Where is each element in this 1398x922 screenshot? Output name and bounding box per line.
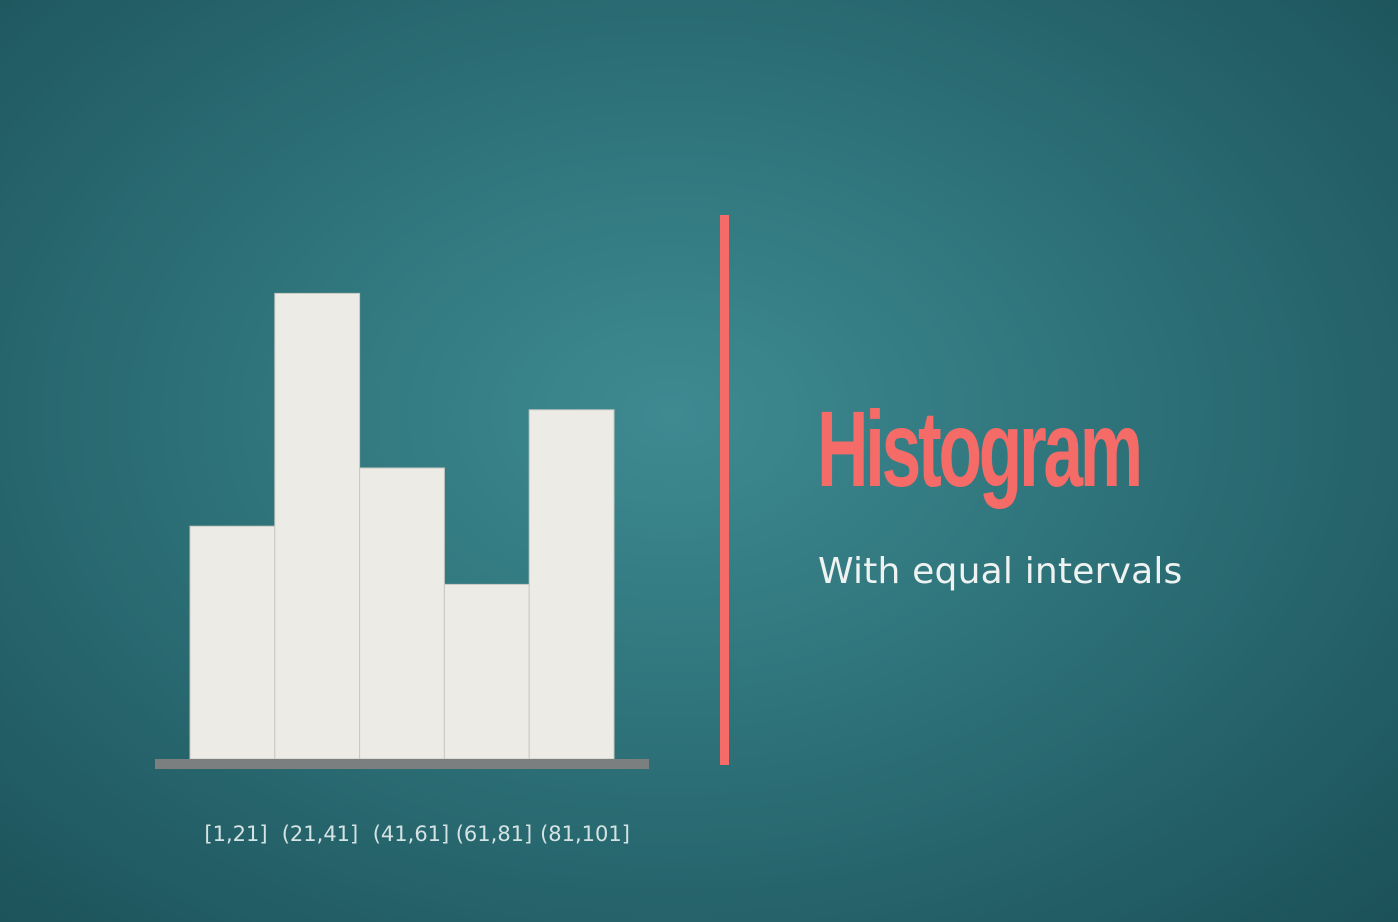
histogram-bar — [528, 409, 615, 760]
x-tick-label: (41,61] — [373, 822, 450, 846]
x-tick-label: [1,21] — [204, 822, 267, 846]
histogram-bar — [443, 583, 530, 760]
slide-title: Histogram — [817, 388, 1143, 509]
tick-labels-layer: [1,21] (21,41] (41,61] (61,81] (81,101] — [204, 822, 630, 846]
vertical-divider — [720, 215, 729, 765]
x-tick-label: (21,41] — [282, 822, 359, 846]
x-tick-label: (61,81] — [456, 822, 533, 846]
histogram-bar — [274, 292, 361, 760]
histogram-bar — [359, 467, 445, 760]
histogram-bar — [189, 525, 276, 760]
slide-subtitle: With equal intervals — [818, 551, 1183, 592]
bars-layer — [189, 292, 615, 760]
chart-baseline — [155, 759, 649, 769]
x-tick-label: (81,101] — [540, 822, 630, 846]
